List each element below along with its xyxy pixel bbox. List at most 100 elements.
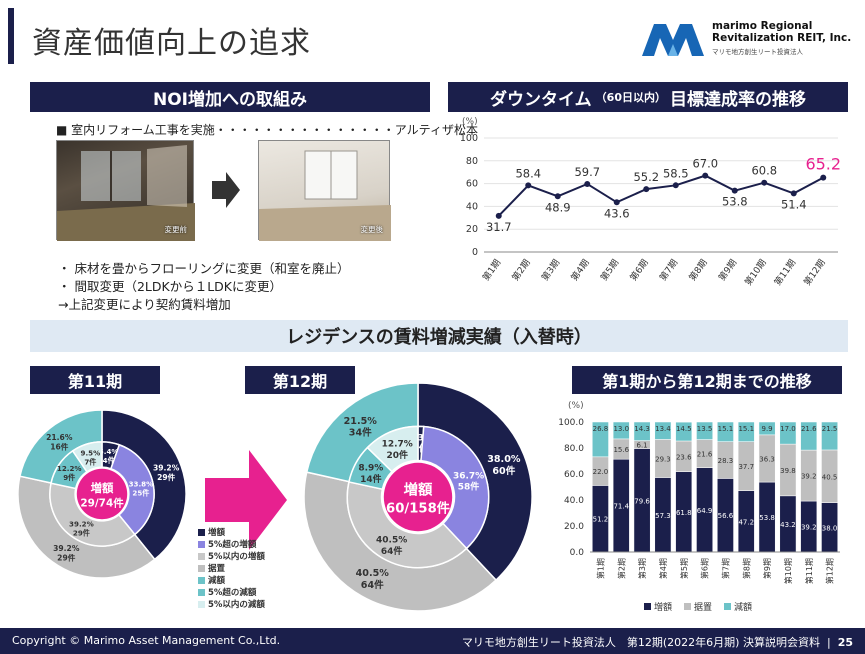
line-x-tick: 第11期	[771, 257, 798, 288]
bar-segment	[612, 421, 630, 440]
legend-label: 増額	[208, 528, 226, 538]
period11-header: 第11期	[30, 366, 160, 394]
bar-segment	[696, 421, 713, 440]
bar-segment	[758, 421, 776, 436]
line-x-tick: 第10期	[742, 257, 769, 288]
bar-data-label: 21.5	[822, 425, 838, 433]
bar-data-label: 71.4	[613, 503, 629, 511]
line-series	[498, 174, 824, 217]
rent-section-header: レジデンスの賃料増減実績（入替時）	[30, 320, 848, 352]
bar-y-tick: 100.0	[558, 418, 584, 428]
donut-outer-pct: 40.5%	[356, 568, 390, 579]
donut-inner-slice	[109, 443, 155, 536]
line-point	[525, 182, 532, 189]
legend-label: 減額	[208, 576, 226, 586]
bar-data-label: 47.2	[738, 518, 754, 526]
line-point	[702, 172, 709, 179]
donut-inner-slice	[366, 425, 419, 473]
legend-label: 据置	[208, 564, 226, 574]
bar-legend-label: 減額	[734, 601, 752, 613]
bar-data-label: 79.6	[634, 497, 650, 505]
donut-inner-slice	[346, 481, 468, 569]
line-point	[820, 174, 827, 181]
bar-x-tick: 第9期	[762, 558, 772, 579]
line-point	[495, 212, 502, 219]
bar-data-label: 39.2	[801, 473, 817, 481]
donut-inner-pct: 39.2%	[69, 520, 94, 529]
bar-data-label: 56.6	[718, 512, 734, 520]
line-x-tick: 第3期	[539, 257, 562, 283]
marimo-logo-icon	[642, 24, 704, 56]
legend-item: 据置	[198, 562, 298, 574]
line-y-tick: 60	[466, 179, 478, 190]
line-data-label: 59.7	[574, 165, 600, 179]
legend-item: 5%以内の減額	[198, 598, 298, 610]
line-data-label: 60.8	[751, 164, 777, 178]
line-data-label: 48.9	[545, 200, 571, 214]
donut-inner-count: 7件	[84, 457, 96, 466]
bar-data-label: 29.3	[655, 455, 671, 463]
bar-data-label: 64.9	[697, 507, 713, 515]
line-data-label: 67.0	[692, 157, 718, 171]
donut-inner-pct: 12.7%	[382, 440, 413, 450]
legend-item: 増額	[198, 526, 298, 538]
donut-inner-count: 4件	[103, 456, 115, 465]
donut-inner-count: 58件	[458, 480, 480, 492]
bar-data-label: 37.7	[738, 463, 754, 471]
bar-x-tick: 第4期	[658, 558, 668, 579]
bar-data-label: 51.2	[593, 516, 609, 524]
donut-outer-count: 64件	[361, 579, 384, 591]
line-x-tick: 第4期	[568, 257, 591, 283]
donut-inner-pct: 36.7%	[453, 471, 484, 481]
footer-doc-info: マリモ地方創生リート投資法人 第12期(2022年6月期) 決算説明会資料 | …	[461, 636, 853, 649]
stacked-bar-chart: (%) 0.0 20.0 40.0 60.0 80.0 100.0 51.2 22.0 26.8 第…	[558, 401, 840, 613]
bar-segment	[675, 421, 693, 442]
bar-segment	[717, 421, 734, 442]
bar-data-label: 9.9	[762, 425, 773, 433]
bar-data-label: 14.3	[634, 425, 650, 433]
donut-inner-pct: 5.4%	[99, 447, 119, 456]
bar-y-tick: 80.0	[564, 444, 584, 454]
reform-description: ■ 室内リフォーム工事を実施・・・・・・・・・・・・・・・アルティザ松本	[56, 123, 478, 137]
bullet-layout: ・ 間取変更（2LDKから１LDKに変更）	[58, 279, 282, 294]
donut-inner-count: 14件	[360, 473, 382, 485]
donut-inner-slice	[71, 441, 103, 473]
bar-data-label: 38.0	[822, 524, 838, 532]
bar-legend-swatch	[644, 603, 651, 610]
line-point	[584, 180, 591, 187]
line-x-tick: 第6期	[627, 257, 650, 283]
bar-x-tick: 第1期	[595, 558, 605, 579]
bar-x-tick: 第6期	[700, 558, 710, 579]
bar-data-label: 15.1	[738, 425, 754, 433]
donut-inner-pct: 8.9%	[358, 464, 383, 474]
bar-x-tick: 第12期	[825, 558, 835, 584]
donut-outer-pct: 39.2%	[53, 544, 80, 553]
donut-inner-pct: 12.2%	[57, 464, 82, 473]
bar-y-tick: 40.0	[564, 496, 584, 506]
footer: Copyright © Marimo Asset Management Co.,…	[0, 628, 865, 654]
bar-x-tick: 第10期	[783, 558, 793, 584]
donut-center-circle	[76, 468, 128, 520]
bullet-rent-increase: →上記変更により契約賃料増加	[58, 297, 231, 312]
bar-data-label: 53.8	[759, 514, 775, 522]
bar-x-tick: 第5期	[679, 558, 689, 579]
bar-segment	[633, 421, 651, 441]
line-data-label: 51.4	[781, 197, 807, 211]
donut-outer-count: 29件	[157, 472, 176, 482]
bar-data-label: 21.6	[697, 451, 713, 459]
bar-data-label: 28.3	[718, 457, 734, 465]
bar-legend-label: 増額	[654, 601, 672, 613]
donut-center-count: 29/74件	[80, 496, 124, 509]
line-data-label: 58.5	[663, 166, 689, 180]
bar-data-label: 39.2	[801, 524, 817, 532]
noi-header: NOI増加への取組み	[30, 82, 430, 112]
line-data-label: 53.8	[722, 195, 748, 209]
logo-name: marimo Regional Revitalization REIT, Inc…	[712, 20, 852, 44]
bar-legend-label: 据置	[694, 601, 712, 613]
before-photo: 変更前	[56, 140, 195, 241]
donut-legend: 増額 5%超の増額 5%以内の増額 据置 減額 5%超の減額 5%以内の減額	[198, 526, 298, 610]
bar-y-unit: (%)	[568, 401, 584, 411]
right-arrow-icon	[212, 172, 240, 208]
downtime-header: ダウンタイム （60日以内） 目標達成率の推移	[448, 82, 848, 112]
